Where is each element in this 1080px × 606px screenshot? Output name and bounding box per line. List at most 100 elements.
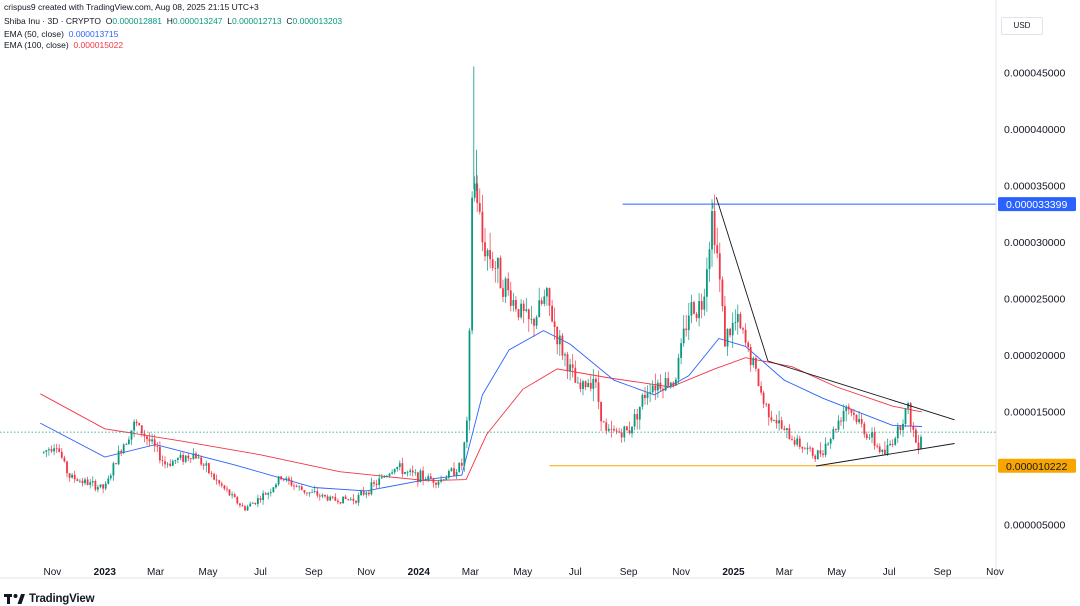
ema100-legend[interactable]: EMA (100, close) 0.000015022 <box>4 40 123 51</box>
ohlc-legend: Shiba Inu · 3D · CRYPTO O0.000012881 H0.… <box>4 16 342 27</box>
candle-body <box>362 490 365 495</box>
candle-body <box>360 490 362 495</box>
candle-body <box>527 309 530 320</box>
candle-body <box>257 498 259 505</box>
candle-body <box>631 426 633 434</box>
y-tick-label: 0.000020000 <box>1004 350 1065 362</box>
candle-body <box>437 481 440 485</box>
currency-button[interactable]: USD <box>1001 17 1043 35</box>
high-label: H <box>166 16 173 26</box>
candle-body <box>393 468 396 473</box>
candle-body <box>435 482 437 485</box>
ema50-legend[interactable]: EMA (50, close) 0.000013715 <box>4 29 118 40</box>
ema100-label: EMA (100, close) <box>4 40 69 50</box>
candle-body <box>584 381 587 388</box>
candle-body <box>117 450 120 465</box>
candle-body <box>329 496 332 501</box>
candle-body <box>365 492 368 495</box>
trendline <box>767 360 955 421</box>
candle-body <box>680 343 682 358</box>
ema50-layer <box>40 330 922 492</box>
candle-body <box>122 444 125 453</box>
candle-body <box>765 403 768 405</box>
candle-body <box>690 302 693 316</box>
y-tick-label: 0.000040000 <box>1004 124 1065 136</box>
candle-body <box>556 327 559 345</box>
candle-body <box>91 481 94 483</box>
candle-body <box>179 454 182 459</box>
candle-body <box>512 300 515 306</box>
candle-body <box>130 430 133 440</box>
candle-body <box>889 443 891 446</box>
candle-body <box>767 403 770 418</box>
low-value: 0.000012713 <box>232 16 282 26</box>
candle-body <box>396 467 399 469</box>
candle-body <box>205 463 208 466</box>
candle-body <box>89 482 92 485</box>
candle-body <box>200 457 203 465</box>
candle-body <box>796 438 799 445</box>
candle-body <box>76 479 79 481</box>
candle-body <box>525 309 528 311</box>
candle-body <box>742 328 744 330</box>
candle-body <box>378 478 381 485</box>
candle-body <box>53 448 55 452</box>
candle-body <box>644 395 646 399</box>
candle-body <box>398 463 401 467</box>
candle-body <box>151 439 153 442</box>
candle-body <box>904 408 907 424</box>
candle-body <box>682 328 685 344</box>
candle-body <box>876 445 879 447</box>
y-tick-label: 0.000015000 <box>1004 406 1065 418</box>
candle-body <box>355 500 357 503</box>
candle-body <box>383 476 386 478</box>
y-tick-label: 0.000030000 <box>1004 237 1065 249</box>
candle-body <box>109 475 112 479</box>
tradingview-logo-icon <box>4 594 25 604</box>
y-tick-label: 0.000035000 <box>1004 181 1065 193</box>
candle-body <box>84 479 86 484</box>
open-label: O <box>105 16 113 26</box>
candle-body <box>86 479 89 485</box>
candle-body <box>337 500 339 503</box>
candle-body <box>453 468 455 476</box>
candle-body <box>184 455 187 462</box>
candle-body <box>917 442 920 449</box>
candle-body <box>55 448 58 450</box>
x-tick-label: Sep <box>620 567 638 578</box>
candle-body <box>409 470 411 472</box>
ema50-line <box>40 330 922 492</box>
tradingview-logo[interactable]: TradingView <box>4 592 95 606</box>
candle-body <box>734 322 737 324</box>
candle-body <box>602 421 605 423</box>
candle-body <box>231 494 233 496</box>
candle-body <box>884 449 886 454</box>
x-tick-label: 2025 <box>722 567 745 578</box>
ema50-label: EMA (50, close) <box>4 29 64 39</box>
candle-body <box>104 483 107 489</box>
candle-body <box>417 472 419 483</box>
candle-body <box>726 328 729 347</box>
candle-body <box>546 288 548 297</box>
trendline <box>816 443 955 467</box>
candle-body <box>613 429 615 431</box>
candle-body <box>731 323 734 336</box>
candle-body <box>672 382 675 386</box>
candle-body <box>605 422 608 431</box>
candle-body <box>641 395 644 407</box>
candle-body <box>344 496 347 499</box>
x-tick-label: Mar <box>147 567 165 578</box>
candle-body <box>775 420 778 424</box>
candle-body <box>148 439 151 442</box>
candle-body <box>881 449 884 452</box>
candle-body <box>762 392 765 404</box>
candle-body <box>553 321 556 327</box>
candle-body <box>610 428 613 430</box>
candle-body <box>125 444 128 445</box>
candle-body <box>837 420 840 430</box>
candle-body <box>693 302 695 314</box>
candle-body <box>81 480 84 484</box>
candle-body <box>840 420 842 422</box>
candle-body <box>832 429 835 439</box>
